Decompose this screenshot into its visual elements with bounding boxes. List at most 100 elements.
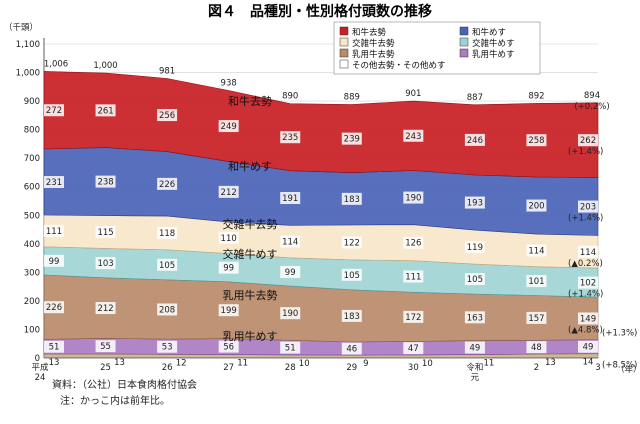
value-label-bg [95, 104, 116, 117]
band-label: 乳用牛めす [223, 329, 278, 343]
band-label: 和牛去勢 [228, 94, 272, 108]
legend-box [333, 21, 541, 75]
value-label-bg [157, 226, 178, 239]
value-label-bg [341, 342, 362, 355]
value-label: 51 [285, 344, 296, 354]
value-label: 10 [422, 359, 433, 369]
value-label-bg [95, 175, 116, 188]
value-label-bg [403, 191, 424, 204]
value-label-bg [341, 192, 362, 205]
value-label: 47 [408, 344, 419, 354]
change-label: (▲4.8%) [568, 325, 603, 335]
value-label: 49 [469, 344, 480, 354]
value-label: 105 [467, 275, 483, 285]
value-label: 239 [344, 135, 360, 145]
value-label: 119 [467, 243, 483, 253]
legend-swatch-乳用牛めす [459, 48, 469, 58]
value-label-bg [280, 265, 301, 278]
value-label-bg [526, 199, 547, 212]
value-label: 212 [97, 304, 113, 314]
value-label: 262 [580, 136, 596, 146]
x-tick-label: 平成 [31, 362, 49, 373]
value-label: 99 [49, 257, 60, 267]
value-label: 11 [237, 359, 248, 369]
band-label: 交雑牛めす [223, 247, 278, 261]
value-label: 190 [282, 309, 298, 319]
value-label-bg [157, 303, 178, 316]
value-label-bg [403, 342, 424, 355]
value-label: 238 [97, 178, 113, 188]
value-label: 115 [97, 228, 113, 238]
value-label-bg [44, 301, 64, 314]
y-axis-unit: （千頭） [4, 22, 38, 33]
value-label: 193 [467, 199, 483, 209]
value-label: 231 [46, 178, 62, 188]
value-label-bg [157, 258, 178, 271]
value-label-bg [578, 340, 598, 353]
legend-swatch-和牛めす [459, 26, 469, 36]
value-label: 105 [344, 271, 360, 281]
value-label-bg [218, 261, 239, 274]
value-label-bg [578, 276, 598, 289]
value-label: 114 [580, 248, 596, 258]
value-label: 183 [344, 195, 360, 205]
value-label-bg [218, 120, 239, 133]
value-label: 51 [49, 343, 60, 353]
value-label-bg [341, 236, 362, 249]
value-label-bg [157, 109, 178, 122]
value-label: 118 [159, 229, 175, 239]
value-label-bg [403, 129, 424, 142]
change-label: (+1.3%) [602, 329, 637, 339]
value-label: 157 [528, 314, 544, 324]
value-label-bg [464, 241, 485, 254]
value-label: 272 [46, 106, 62, 116]
value-label: 110 [221, 234, 237, 244]
value-label-bg [403, 310, 424, 323]
legend-swatch-乳用牛去勢 [339, 48, 349, 58]
value-label: 243 [405, 132, 421, 142]
value-label: 13 [114, 358, 125, 368]
x-tick-label: 2 [534, 363, 539, 373]
legend-label: その他去勢・その他めす [352, 60, 446, 71]
value-label-bg [280, 307, 301, 320]
value-label-bg [95, 257, 116, 270]
change-label: (+1.4%) [568, 147, 603, 157]
area-和牛去勢 [43, 71, 599, 178]
value-label: 101 [528, 277, 544, 287]
total-label: 892 [528, 91, 544, 101]
legend-label: 乳用牛去勢 [352, 49, 395, 60]
total-label: 1,006 [44, 59, 68, 69]
value-label: 114 [528, 246, 544, 256]
value-label-bg [403, 270, 424, 283]
x-tick-label: 26 [162, 363, 173, 373]
value-label: 103 [97, 259, 113, 269]
y-tick-label: 500 [24, 211, 40, 221]
legend-label: 乳用牛めす [472, 49, 515, 60]
value-label-bg [464, 311, 485, 324]
x-tick-label: 29 [346, 363, 357, 373]
value-label-bg [526, 275, 547, 288]
x-tick-label: 30 [408, 363, 419, 373]
legend-swatch-和牛去勢 [339, 26, 349, 36]
value-label: 111 [405, 273, 421, 283]
value-label-bg [218, 185, 239, 198]
value-label-bg [157, 177, 178, 190]
value-labels: 13 13 12 11 10 9 10 11 13 14 51 55 53 56 51 46 47 49 48 49 2… [44, 104, 598, 369]
value-label-bg [280, 341, 301, 354]
value-label: 9 [363, 359, 368, 369]
value-label: 14 [583, 358, 594, 368]
y-tick-label: 700 [24, 154, 40, 164]
total-labels: 1,006 1,000 981 938 890 889 901 887 892 894(+0.2%… [44, 59, 610, 111]
value-label-bg [464, 273, 485, 286]
y-tick-label: 100 [24, 325, 40, 335]
total-label: 887 [467, 93, 483, 103]
y-tick-label: 1,000 [16, 69, 40, 79]
legend-label: 和牛めす [472, 27, 506, 38]
value-label-bg [280, 131, 301, 144]
value-label-bg [526, 244, 547, 257]
x-axis-unit: （年） [616, 364, 640, 375]
value-label: 99 [223, 264, 234, 274]
